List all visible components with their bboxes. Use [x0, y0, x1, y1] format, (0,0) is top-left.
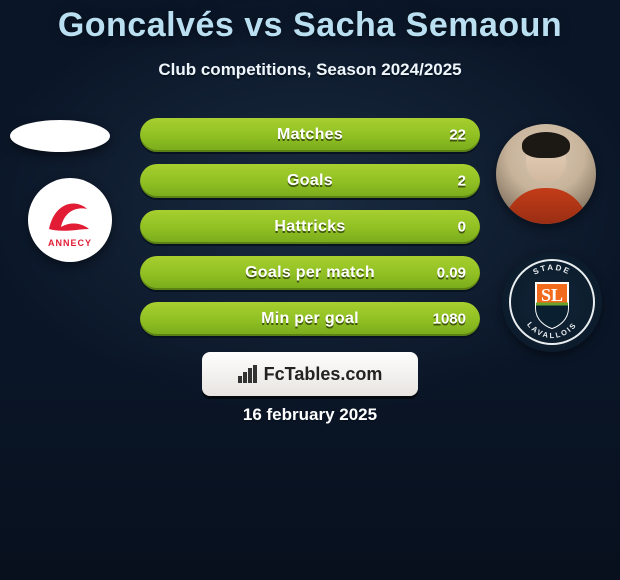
vs-text: vs — [244, 6, 283, 44]
stat-value: 1080 — [433, 311, 466, 328]
stat-label: Goals per match — [245, 264, 375, 282]
fctables-prefix: Fc — [264, 364, 285, 384]
lavallois-icon: STADE LAVALLOIS SL — [508, 258, 596, 346]
stats-bars: Matches 22 Goals 2 Hattricks 0 Goals per… — [140, 118, 480, 336]
fctables-main: Tables — [285, 364, 341, 384]
lavallois-top-text: STADE — [532, 263, 573, 277]
club-logo-annecy-text: ANNECY — [28, 238, 112, 248]
stat-label: Matches — [277, 126, 343, 144]
player1-name: Goncalvés — [58, 6, 234, 44]
stat-label: Hattricks — [274, 218, 345, 236]
lavallois-initials: SL — [541, 285, 563, 305]
stat-value: 0.09 — [437, 265, 466, 282]
stat-label: Min per goal — [261, 310, 359, 328]
stat-bar-goals: Goals 2 — [140, 164, 480, 198]
club-logo-annecy: ANNECY — [28, 178, 112, 262]
fctables-text: FcTables.com — [264, 364, 383, 385]
stat-value: 0 — [458, 219, 466, 236]
stat-bar-min-per-goal: Min per goal 1080 — [140, 302, 480, 336]
bar-chart-icon — [238, 365, 258, 383]
infographic: Goncalvés vs Sacha Semaoun Club competit… — [0, 0, 620, 580]
stat-bar-hattricks: Hattricks 0 — [140, 210, 480, 244]
stat-label: Goals — [287, 172, 333, 190]
fctables-suffix: .com — [340, 364, 382, 384]
stat-value: 2 — [458, 173, 466, 190]
date-text: 16 february 2025 — [0, 405, 620, 425]
svg-text:STADE: STADE — [532, 263, 573, 277]
player2-name: Sacha Semaoun — [293, 6, 562, 44]
page-title: Goncalvés vs Sacha Semaoun — [0, 6, 620, 45]
stat-bar-matches: Matches 22 — [140, 118, 480, 152]
stat-value: 22 — [449, 127, 466, 144]
fctables-badge: FcTables.com — [202, 352, 418, 396]
club-logo-lavallois: STADE LAVALLOIS SL — [502, 252, 602, 352]
subtitle: Club competitions, Season 2024/2025 — [0, 60, 620, 80]
player2-avatar — [496, 124, 596, 224]
player1-avatar-placeholder — [10, 120, 110, 152]
stat-bar-goals-per-match: Goals per match 0.09 — [140, 256, 480, 290]
player2-avatar-hair — [522, 132, 570, 158]
